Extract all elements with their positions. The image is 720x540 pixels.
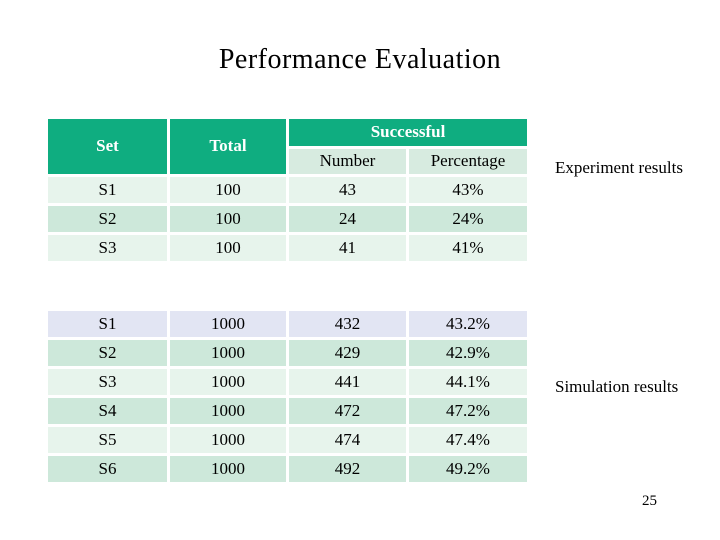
cell-total: 1000: [170, 427, 286, 453]
table-row: S3 1000 441 44.1%: [48, 369, 527, 395]
cell-set: S3: [48, 369, 167, 395]
cell-set: S3: [48, 235, 167, 261]
cell-total: 100: [170, 206, 286, 232]
cell-percentage: 43%: [409, 177, 527, 203]
table-row: S3 100 41 41%: [48, 235, 527, 261]
cell-set: S1: [48, 311, 167, 337]
cell-percentage: 43.2%: [409, 311, 527, 337]
experiment-results-label: Experiment results: [555, 158, 683, 177]
header-cell-set: Set: [48, 119, 167, 174]
header-cell-percentage: Percentage: [409, 149, 527, 174]
cell-number: 472: [289, 398, 406, 424]
cell-set: S1: [48, 177, 167, 203]
cell-number: 429: [289, 340, 406, 366]
slide-title: Performance Evaluation: [218, 44, 502, 75]
table-row: S6 1000 492 49.2%: [48, 456, 527, 482]
cell-total: 100: [170, 235, 286, 261]
cell-percentage: 47.4%: [409, 427, 527, 453]
table-header-row-2: Number Percentage: [48, 149, 527, 174]
cell-percentage: 42.9%: [409, 340, 527, 366]
table-row: S2 100 24 24%: [48, 206, 527, 232]
cell-total: 1000: [170, 456, 286, 482]
header-cell-number: Number: [289, 149, 406, 174]
cell-set: S2: [48, 206, 167, 232]
cell-percentage: 49.2%: [409, 456, 527, 482]
table-row: S4 1000 472 47.2%: [48, 398, 527, 424]
cell-set: S4: [48, 398, 167, 424]
cell-number: 474: [289, 427, 406, 453]
header-cell-total: Total: [170, 119, 286, 174]
table-row: S1 100 43 43%: [48, 177, 527, 203]
simulation-results-label: Simulation results: [555, 377, 679, 396]
cell-number: 43: [289, 177, 406, 203]
cell-total: 1000: [170, 311, 286, 337]
cell-number: 492: [289, 456, 406, 482]
cell-total: 1000: [170, 398, 286, 424]
cell-percentage: 47.2%: [409, 398, 527, 424]
cell-number: 432: [289, 311, 406, 337]
cell-set: S5: [48, 427, 167, 453]
cell-percentage: 41%: [409, 235, 527, 261]
cell-total: 100: [170, 177, 286, 203]
page-number: 25: [642, 493, 657, 509]
cell-total: 1000: [170, 369, 286, 395]
cell-number: 24: [289, 206, 406, 232]
cell-number: 441: [289, 369, 406, 395]
table-row: S5 1000 474 47.4%: [48, 427, 527, 453]
section-gap: [48, 264, 527, 308]
header-cell-successful: Successful: [289, 119, 527, 146]
cell-set: S2: [48, 340, 167, 366]
cell-percentage: 44.1%: [409, 369, 527, 395]
table-row: S1 1000 432 43.2%: [48, 311, 527, 337]
table-header-row-1: Set Total Successful: [48, 119, 527, 174]
cell-set: S6: [48, 456, 167, 482]
cell-percentage: 24%: [409, 206, 527, 232]
cell-number: 41: [289, 235, 406, 261]
cell-total: 1000: [170, 340, 286, 366]
results-table: Set Total Successful Number Percentage S…: [45, 116, 530, 485]
table-row: S2 1000 429 42.9%: [48, 340, 527, 366]
